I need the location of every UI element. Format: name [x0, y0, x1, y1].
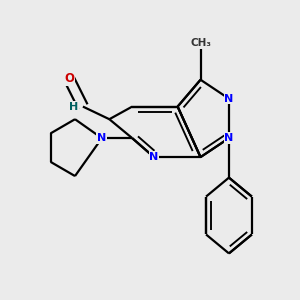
Text: N: N — [224, 94, 234, 104]
Text: O: O — [64, 72, 74, 86]
Text: N: N — [97, 133, 106, 143]
Text: N: N — [224, 133, 234, 143]
Text: N: N — [149, 152, 159, 162]
Text: H: H — [68, 102, 78, 112]
Text: CH₃: CH₃ — [190, 38, 211, 48]
